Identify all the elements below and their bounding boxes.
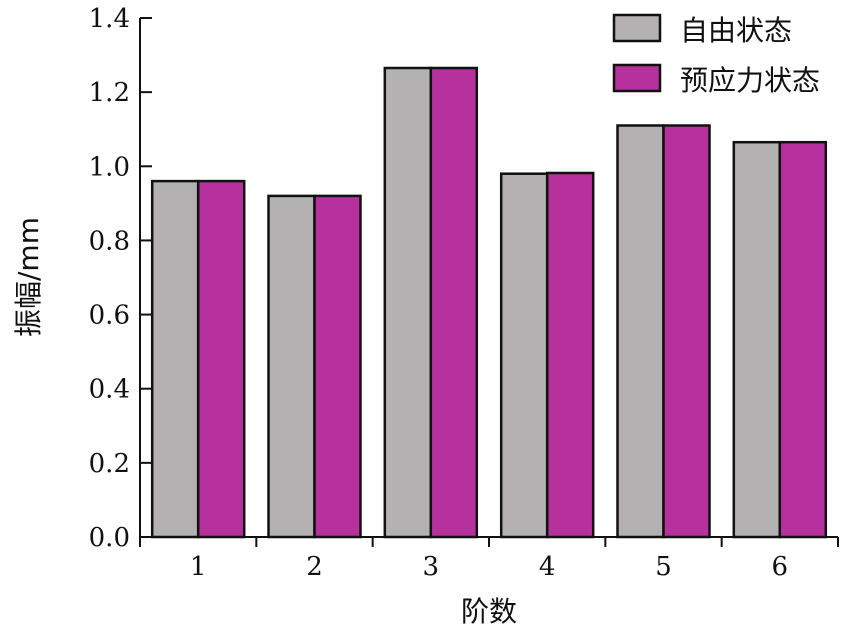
legend-swatch-series-2 bbox=[612, 63, 662, 93]
bar-series-2-cat-3 bbox=[429, 66, 479, 539]
y-tick-label: 0.8 bbox=[89, 226, 130, 256]
x-tick-label: 3 bbox=[423, 552, 440, 582]
bar-series-1-cat-5 bbox=[616, 124, 665, 539]
bar-series-1-cat-3 bbox=[383, 66, 433, 539]
bars-layer bbox=[150, 66, 828, 539]
bar-series-1-cat-2 bbox=[267, 194, 316, 539]
y-tick-label: 0.6 bbox=[89, 301, 130, 331]
bar-series-1-cat-6 bbox=[732, 140, 782, 539]
x-tick-label: 1 bbox=[190, 552, 207, 582]
legend-label-series-2: 预应力状态 bbox=[680, 64, 820, 97]
bar-series-2-cat-4 bbox=[545, 171, 595, 539]
x-axis-title: 阶数 bbox=[461, 595, 517, 628]
bar-series-2-cat-2 bbox=[313, 194, 362, 539]
x-tick-label: 2 bbox=[306, 552, 323, 582]
y-tick-label: 1.4 bbox=[89, 4, 130, 34]
legend-swatch-series-1 bbox=[612, 13, 662, 43]
x-tick-label: 4 bbox=[539, 552, 556, 582]
x-tick-label: 6 bbox=[772, 552, 789, 582]
bar-series-2-cat-5 bbox=[662, 124, 711, 539]
bar-series-1-cat-4 bbox=[499, 172, 549, 539]
y-axis-title: 振幅/mm bbox=[12, 217, 45, 337]
y-tick-label: 1.0 bbox=[89, 152, 130, 182]
bar-series-2-cat-1 bbox=[196, 179, 246, 539]
y-tick-label: 0.0 bbox=[89, 523, 130, 553]
ticks-layer: 0.0 0.2 0.4 0.6 0.8 1.0 1.2 1.4 1 2 3 4 5 6 bbox=[89, 4, 839, 582]
y-tick-label: 0.2 bbox=[89, 449, 130, 479]
legend: 自由状态 预应力状态 bbox=[612, 13, 820, 97]
y-tick-label: 1.2 bbox=[89, 78, 130, 108]
bar-series-2-cat-6 bbox=[778, 140, 828, 539]
y-tick-label: 0.4 bbox=[89, 375, 130, 405]
legend-label-series-1: 自由状态 bbox=[680, 14, 792, 47]
bar-series-1-cat-1 bbox=[150, 179, 200, 539]
x-tick-label: 5 bbox=[655, 552, 672, 582]
